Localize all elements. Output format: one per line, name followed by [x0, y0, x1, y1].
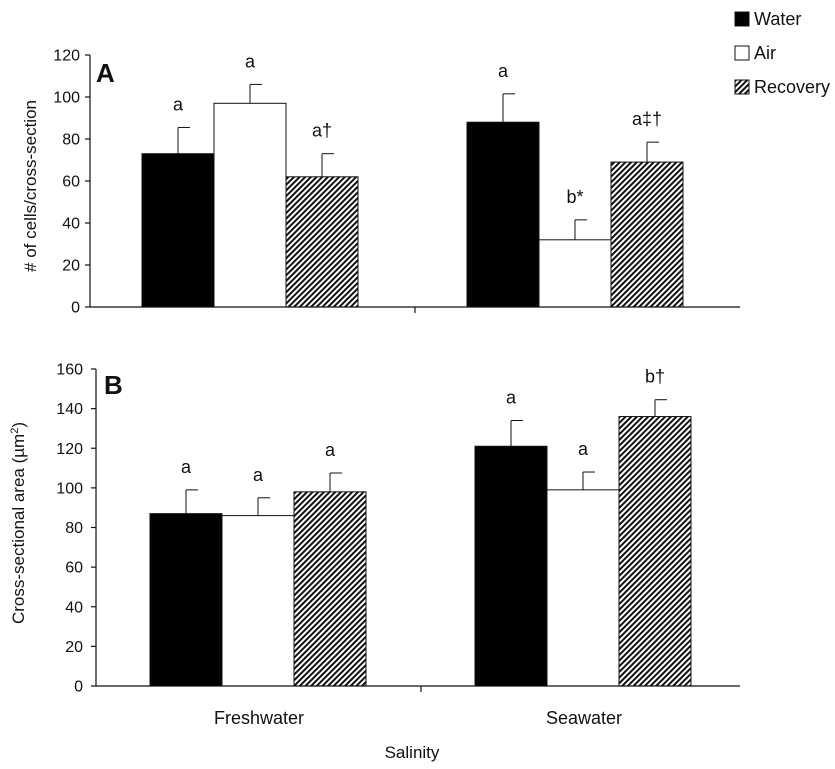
significance-label-recovery-seawater: b† [645, 367, 665, 387]
panel-a-letter: A [96, 58, 115, 88]
legend-label-air: Air [754, 43, 776, 63]
panel-b: B Cross-sectional area (µm2) 0 20 40 60 80 10… [9, 362, 740, 696]
error-bar-water-freshwater [178, 127, 190, 153]
bar-water-seawater [475, 446, 547, 686]
bar-air-seawater [547, 490, 619, 686]
error-bar-air-freshwater [258, 498, 270, 516]
significance-label-air-seawater: b* [566, 187, 583, 207]
bar-air-seawater [539, 240, 611, 307]
panel-b-y-tick-label-160: 160 [56, 362, 83, 379]
panel-b-y-tick-label-80: 80 [65, 520, 83, 537]
error-bar-air-seawater [583, 472, 595, 490]
bar-water-freshwater [150, 514, 222, 686]
panel-b-letter: B [104, 370, 123, 400]
panel-b-y-tick-label-100: 100 [56, 480, 83, 497]
error-bar-air-seawater [575, 220, 587, 240]
legend-label-water: Water [754, 9, 801, 29]
legend-label-recovery: Recovery [754, 77, 830, 97]
panel-b-bars [150, 417, 691, 686]
significance-label-recovery-seawater: a‡† [632, 109, 662, 129]
panel-a-y-tick-label-100: 100 [53, 90, 80, 107]
panel-a: A # of cells/cross-section 0 20 40 60 80 100 1… [21, 48, 740, 317]
error-bar-water-seawater [503, 94, 515, 122]
significance-label-water-freshwater: a [181, 457, 192, 477]
panel-b-y-tick-label-40: 40 [65, 599, 83, 616]
bar-recovery-freshwater [286, 177, 358, 307]
bar-air-freshwater [214, 103, 286, 307]
error-bar-recovery-freshwater [330, 473, 342, 492]
panel-a-bars [142, 103, 683, 307]
significance-label-water-seawater: a [498, 61, 509, 81]
bar-air-freshwater [222, 516, 294, 686]
panel-b-y-tick-label-60: 60 [65, 560, 83, 577]
panel-b-y-tick-label-0: 0 [74, 679, 83, 696]
error-bar-recovery-seawater [655, 400, 667, 417]
bar-recovery-seawater [611, 162, 683, 307]
panel-b-y-tick-label-140: 140 [56, 401, 83, 418]
panel-a-y-ticks: 0 20 40 60 80 100 120 [53, 48, 90, 317]
bar-recovery-seawater [619, 417, 691, 686]
panel-a-y-tick-label-40: 40 [62, 216, 80, 233]
significance-label-water-freshwater: a [173, 94, 184, 114]
error-bar-recovery-freshwater [322, 154, 334, 177]
panel-b-y-ticks: 0 20 40 60 80 100 120 140 160 [56, 362, 96, 696]
error-bar-recovery-seawater [647, 142, 659, 162]
panel-b-y-tick-label-120: 120 [56, 441, 83, 458]
panel-a-y-tick-label-20: 20 [62, 258, 80, 275]
error-bar-water-freshwater [186, 490, 198, 514]
legend-swatch-water [735, 12, 749, 26]
bar-water-seawater [467, 122, 539, 307]
legend: Water Air Recovery [735, 9, 830, 97]
x-axis-title: Salinity [385, 743, 440, 762]
legend-swatch-recovery [735, 80, 749, 94]
panel-a-y-tick-label-60: 60 [62, 174, 80, 191]
panel-a-y-tick-label-80: 80 [62, 132, 80, 149]
panel-a-y-tick-label-0: 0 [71, 300, 80, 317]
significance-label-water-seawater: a [506, 388, 517, 408]
significance-label-air-freshwater: a [253, 465, 264, 485]
bar-recovery-freshwater [294, 492, 366, 686]
significance-label-recovery-freshwater: a [325, 440, 336, 460]
panel-b-y-axis-title: Cross-sectional area (µm2) [9, 422, 28, 624]
panel-b-y-tick-label-20: 20 [65, 639, 83, 656]
significance-label-air-seawater: a [578, 439, 589, 459]
significance-label-recovery-freshwater: a† [312, 121, 332, 141]
error-bar-air-freshwater [250, 84, 262, 103]
error-bar-water-seawater [511, 421, 523, 447]
bar-water-freshwater [142, 154, 214, 307]
category-label-freshwater: Freshwater [214, 708, 304, 728]
significance-label-air-freshwater: a [245, 51, 256, 71]
panel-a-y-axis-title: # of cells/cross-section [21, 100, 40, 272]
category-label-seawater: Seawater [546, 708, 622, 728]
panel-a-y-tick-label-120: 120 [53, 48, 80, 65]
panel-b-significance-labels: a a a a a b† [181, 367, 665, 485]
legend-swatch-air [735, 46, 749, 60]
